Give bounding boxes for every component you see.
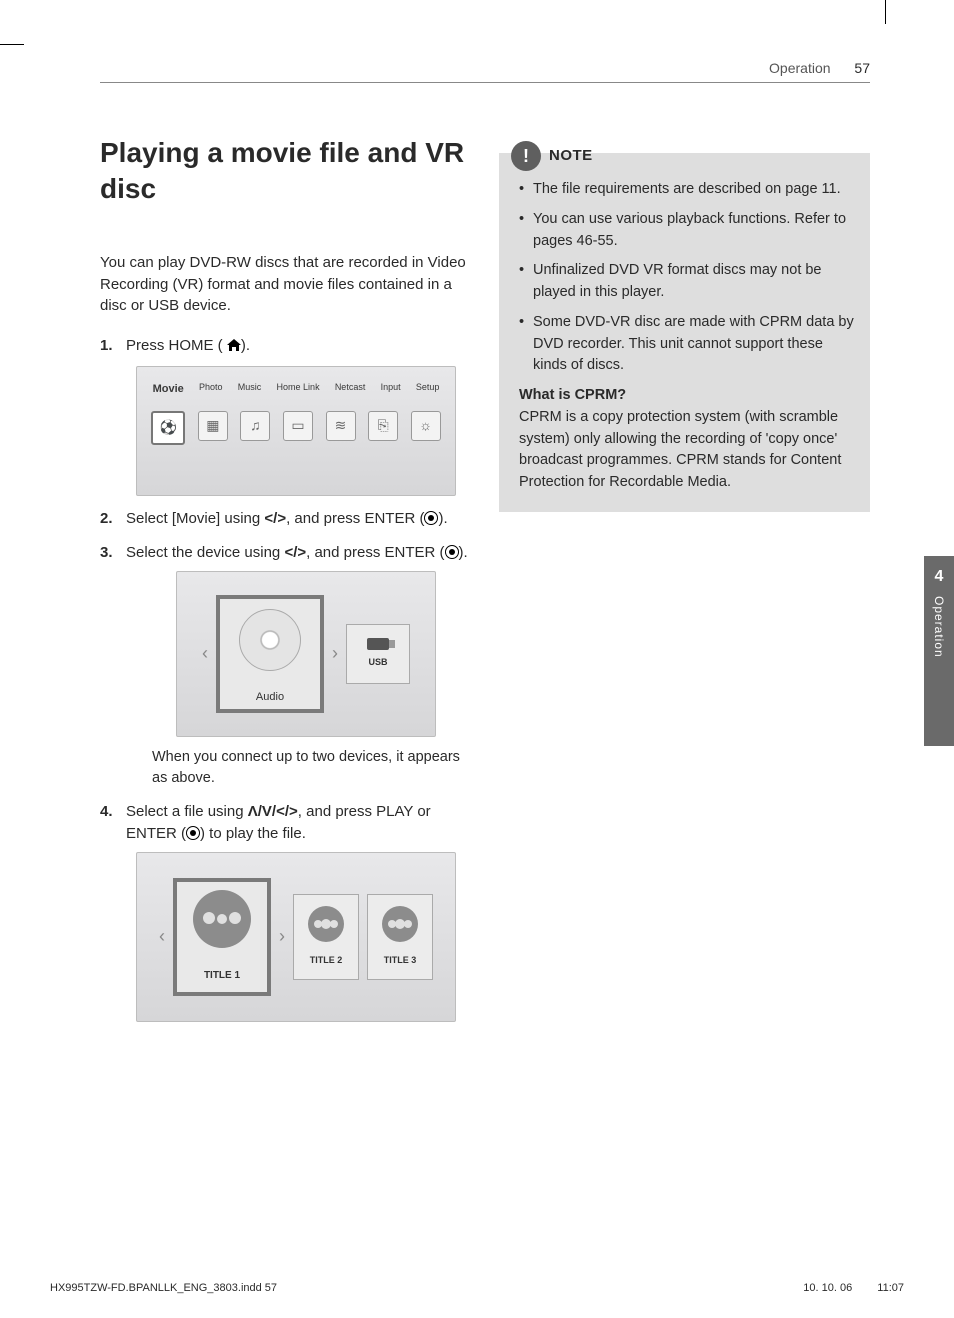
page-body: Operation 57 Playing a movie file and VR… [100, 60, 870, 1034]
footer-time: 11:07 [877, 1282, 904, 1294]
step-3-text-c: ). [459, 544, 468, 561]
screenshot-title-select: ‹ TITLE 1 › TITLE 2 [136, 852, 456, 1022]
menu-item-setup: Setup [416, 381, 440, 398]
left-column: Playing a movie file and VR disc You can… [100, 135, 471, 1034]
crop-mark-top [885, 0, 886, 24]
enter-icon [186, 826, 200, 840]
title-1-label: TITLE 1 [204, 968, 240, 983]
side-tab-number: 4 [935, 568, 944, 586]
page-title: Playing a movie file and VR disc [100, 135, 471, 208]
direction-lr-icon: </> [264, 510, 286, 527]
footer: HX995TZW-FD.BPANLLK_ENG_3803.indd 57 10.… [50, 1282, 904, 1294]
note-list: The file requirements are described on p… [515, 179, 854, 377]
crop-mark-left [0, 44, 24, 45]
step-3-caption: When you connect up to two devices, it a… [152, 747, 471, 789]
arrow-right-icon: › [279, 923, 285, 950]
menu-icon-input: ⎘ [368, 411, 398, 441]
title-2: TITLE 2 [293, 894, 359, 980]
device-usb: USB [346, 624, 410, 684]
menu-item-homelink: Home Link [277, 381, 320, 398]
footer-date: 10. 10. 06 [803, 1282, 852, 1294]
arrow-right-icon: › [332, 640, 338, 667]
note-alert-icon: ! [511, 141, 541, 171]
note-sub-body: CPRM is a copy protection system (with s… [519, 407, 854, 494]
header-page-number: 57 [854, 60, 870, 76]
note-item: Some DVD-VR disc are made with CPRM data… [519, 312, 854, 377]
arrow-left-icon: ‹ [159, 923, 165, 950]
title-3-label: TITLE 3 [384, 954, 417, 968]
device-disc-label: Audio [256, 689, 284, 706]
step-4: Select a file using Λ/V/</>, and press P… [100, 801, 471, 1022]
step-2: Select [Movie] using </>, and press ENTE… [100, 508, 471, 531]
home-icon [227, 337, 241, 360]
menu-icon-netcast: ≋ [326, 411, 356, 441]
step-2-text-b: , and press ENTER ( [286, 510, 424, 527]
side-tab-label: Operation [932, 596, 946, 658]
intro-paragraph: You can play DVD-RW discs that are recor… [100, 252, 471, 317]
device-usb-label: USB [368, 656, 387, 670]
screenshot-home-menu: Movie Photo Music Home Link Netcast Inpu… [136, 366, 456, 496]
step-2-text-c: ). [438, 510, 447, 527]
menu-item-netcast: Netcast [335, 381, 366, 398]
side-tab: 4 Operation [924, 556, 954, 746]
direction-lr-icon: </> [284, 544, 306, 561]
note-item: Unfinalized DVD VR format discs may not … [519, 260, 854, 304]
note-item: You can use various playback functions. … [519, 209, 854, 253]
page-header: Operation 57 [100, 60, 870, 83]
enter-icon [445, 545, 459, 559]
reel-icon [382, 906, 418, 942]
step-2-text-a: Select [Movie] using [126, 510, 264, 527]
menu-icon-movie: ⚽ [151, 411, 185, 445]
steps-list: Press HOME ( ). Movie Photo Music Home L… [100, 335, 471, 1022]
screenshot-device-select: ‹ Audio › USB [176, 571, 436, 737]
device-disc: Audio [216, 595, 324, 713]
step-4-text-a: Select a file using [126, 803, 248, 820]
menu-item-music: Music [238, 381, 262, 398]
menu-icon-homelink: ▭ [283, 411, 313, 441]
arrow-left-icon: ‹ [202, 640, 208, 667]
title-3: TITLE 3 [367, 894, 433, 980]
menu-item-movie: Movie [153, 381, 184, 398]
footer-filename: HX995TZW-FD.BPANLLK_ENG_3803.indd 57 [50, 1282, 277, 1294]
title-2-label: TITLE 2 [310, 954, 343, 968]
step-1: Press HOME ( ). Movie Photo Music Home L… [100, 335, 471, 496]
step-1-text-b: ). [241, 337, 250, 354]
note-title: NOTE [549, 145, 593, 168]
menu-icon-music: ♫ [240, 411, 270, 441]
menu-item-photo: Photo [199, 381, 223, 398]
header-section: Operation [769, 60, 830, 76]
menu-icon-setup: ☼ [411, 411, 441, 441]
usb-icon [367, 638, 389, 650]
step-1-text-a: Press HOME ( [126, 337, 223, 354]
disc-icon [239, 609, 301, 671]
direction-all-icon: Λ/V/</> [248, 803, 298, 820]
note-item: The file requirements are described on p… [519, 179, 854, 201]
note-sub-title: What is CPRM? [519, 385, 854, 407]
step-4-text-c: ) to play the file. [200, 825, 306, 842]
reel-icon [193, 890, 251, 948]
right-column: ! NOTE The file requirements are describ… [499, 135, 870, 1034]
menu-item-input: Input [381, 381, 401, 398]
enter-icon [424, 511, 438, 525]
reel-icon [308, 906, 344, 942]
title-1: TITLE 1 [173, 878, 271, 996]
step-3-text-b: , and press ENTER ( [306, 544, 444, 561]
step-3-text-a: Select the device using [126, 544, 284, 561]
note-box: ! NOTE The file requirements are describ… [499, 153, 870, 512]
step-3: Select the device using </>, and press E… [100, 542, 471, 789]
menu-icon-photo: ▦ [198, 411, 228, 441]
